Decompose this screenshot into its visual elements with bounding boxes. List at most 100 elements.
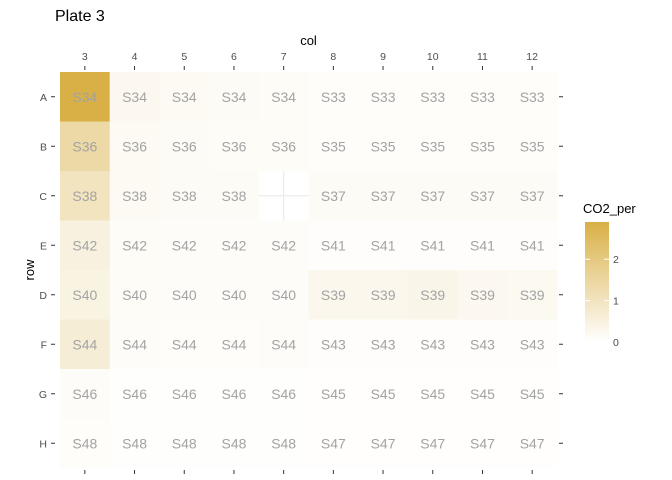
heatmap-cell — [109, 319, 160, 370]
cell-label: S41 — [470, 237, 495, 253]
x-axis-title: col — [300, 33, 317, 48]
cell-label: S42 — [72, 237, 97, 253]
y-tick-label: F — [41, 339, 47, 351]
heatmap-cell — [109, 369, 160, 419]
heatmap-cell — [258, 270, 309, 320]
y-tick-label: H — [39, 438, 47, 450]
cell-label: S41 — [371, 237, 396, 253]
y-tick-label: E — [40, 240, 47, 252]
heatmap-cell — [308, 369, 359, 419]
y-tick-label: C — [39, 191, 47, 203]
cell-label: S35 — [371, 138, 396, 154]
heatmap-cell — [507, 171, 558, 221]
cell-label: S47 — [321, 435, 346, 451]
cell-label: S39 — [520, 287, 545, 303]
heatmap-cell — [358, 121, 409, 172]
heatmap-cell — [358, 418, 409, 469]
cell-label: S48 — [122, 435, 147, 451]
y-tick-label: G — [39, 389, 47, 401]
heatmap-cell — [109, 72, 160, 122]
heatmap-cell — [407, 171, 458, 221]
heatmap-cell — [457, 171, 508, 221]
cell-label: S47 — [371, 435, 396, 451]
cell-label: S34 — [172, 89, 197, 105]
cell-label: S35 — [321, 138, 346, 154]
cell-label: S48 — [172, 435, 197, 451]
cell-label: S43 — [371, 336, 396, 352]
heatmap-cell — [258, 369, 309, 419]
heatmap-cell — [507, 418, 558, 469]
cell-label: S35 — [420, 138, 445, 154]
heatmap-cell — [407, 121, 458, 172]
cell-label: S33 — [420, 89, 445, 105]
cell-label: S47 — [470, 435, 495, 451]
heatmap-cell — [507, 319, 558, 370]
heatmap-cell — [407, 72, 458, 122]
heatmap-cells: S34 S34 S34 S34 S34 S33 S33 S33 S33 S33 S36 S36 S36 S… — [60, 72, 558, 469]
cell-label: S33 — [321, 89, 346, 105]
cell-label: S46 — [221, 386, 246, 402]
heatmap-cell — [159, 72, 210, 122]
x-tick-label: 7 — [281, 51, 287, 63]
heatmap-cell — [209, 72, 260, 122]
cell-label: S36 — [271, 138, 296, 154]
y-tick-label: A — [40, 92, 47, 104]
heatmap-cell — [407, 220, 458, 271]
cell-label: S42 — [122, 237, 147, 253]
heatmap-cell — [457, 319, 508, 370]
heatmap-cell — [60, 270, 110, 320]
legend-tick-label: 2 — [613, 254, 619, 266]
cell-label: S40 — [172, 287, 197, 303]
cell-label: S45 — [371, 386, 396, 402]
cell-label: S41 — [420, 237, 445, 253]
heatmap-cell — [159, 220, 210, 271]
heatmap-cell — [407, 319, 458, 370]
heatmap-cell — [209, 369, 260, 419]
heatmap-cell — [109, 270, 160, 320]
cell-label: S33 — [371, 89, 396, 105]
cell-label: S46 — [122, 386, 147, 402]
heatmap-cell — [209, 319, 260, 370]
heatmap-cell — [109, 418, 160, 469]
cell-label: S40 — [72, 287, 97, 303]
cell-label: S41 — [321, 237, 346, 253]
heatmap-cell — [407, 270, 458, 320]
heatmap-cell — [457, 72, 508, 122]
legend-tick-label: 0 — [613, 337, 619, 349]
heatmap-cell — [358, 72, 409, 122]
heatmap-cell — [308, 171, 359, 221]
legend-colorbar — [585, 222, 609, 342]
heatmap-cell — [308, 270, 359, 320]
heatmap-cell — [457, 121, 508, 172]
heatmap-cell — [258, 220, 309, 271]
heatmap-cell — [109, 171, 160, 221]
cell-label: S43 — [321, 336, 346, 352]
legend-tick-label: 1 — [613, 296, 619, 308]
cell-label: S43 — [520, 336, 545, 352]
cell-label: S48 — [72, 435, 97, 451]
x-tick-label: 3 — [82, 51, 88, 63]
cell-label: S35 — [520, 138, 545, 154]
heatmap-cell — [507, 121, 558, 172]
x-tick-label: 4 — [132, 51, 138, 63]
cell-label: S39 — [420, 287, 445, 303]
y-tick-label: B — [40, 141, 47, 153]
heatmap-cell — [308, 220, 359, 271]
cell-label: S45 — [520, 386, 545, 402]
cell-label: S38 — [122, 188, 147, 204]
cell-label: S33 — [520, 89, 545, 105]
cell-label: S44 — [172, 336, 197, 352]
heatmap-cell — [60, 72, 110, 122]
cell-label: S37 — [520, 188, 545, 204]
cell-label: S36 — [221, 138, 246, 154]
x-tick-label: 12 — [526, 51, 538, 63]
cell-label: S34 — [221, 89, 246, 105]
chart-title: Plate 3 — [55, 8, 105, 25]
heatmap-cell — [159, 171, 210, 221]
x-tick-label: 8 — [330, 51, 336, 63]
y-axis-title: row — [22, 259, 37, 281]
cell-label: S41 — [520, 237, 545, 253]
y-tick-label: D — [39, 290, 47, 302]
cell-label: S40 — [221, 287, 246, 303]
heatmap-cell — [60, 171, 110, 221]
